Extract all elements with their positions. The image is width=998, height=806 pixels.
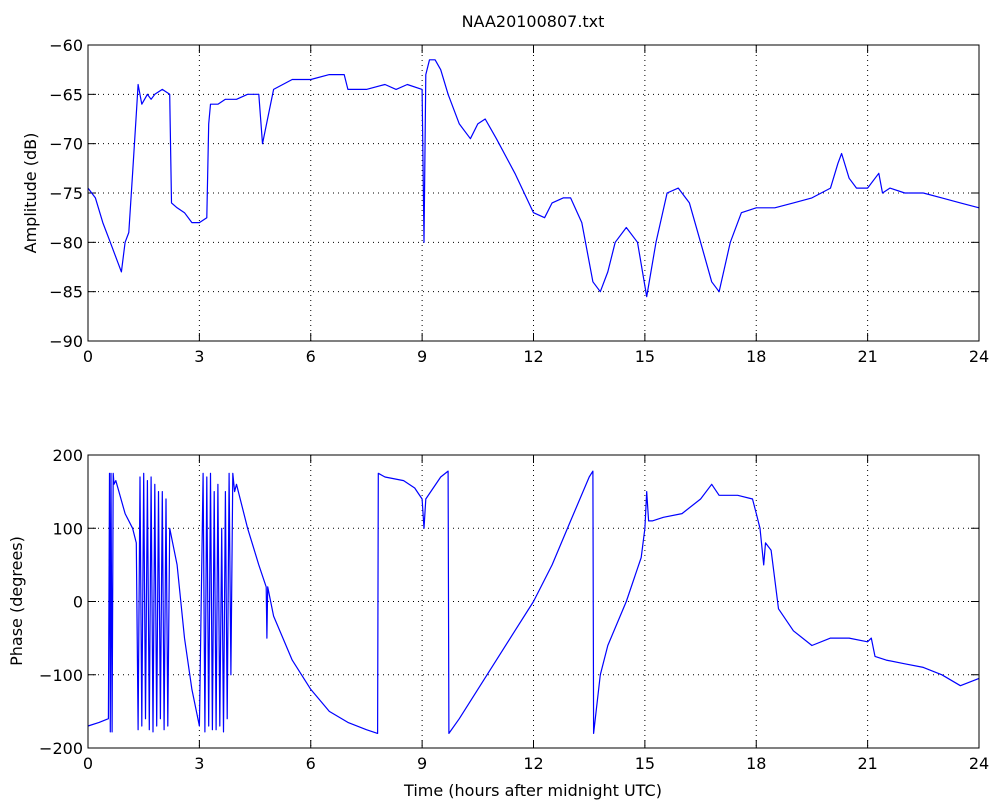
amplitude-xtick-label: 24 — [969, 347, 989, 366]
phase-ylabel: Phase (degrees) — [7, 536, 26, 666]
amplitude-ytick-label: −75 — [49, 184, 83, 203]
amplitude-grid — [88, 45, 979, 341]
phase-ytick-label: 100 — [52, 519, 83, 538]
amplitude-xtick-label: 3 — [194, 347, 204, 366]
phase-xtick-label: 3 — [194, 754, 204, 773]
amplitude-ytick-label: −80 — [49, 233, 83, 252]
amplitude-xtick-label: 21 — [857, 347, 877, 366]
phase-xtick-label: 18 — [746, 754, 766, 773]
phase-xlabel: Time (hours after midnight UTC) — [403, 781, 662, 800]
amplitude-ytick-labels: −90 −85 −80 −75 −70 −65 −60 — [49, 36, 83, 351]
phase-xtick-label: 15 — [635, 754, 655, 773]
phase-ytick-label: 0 — [73, 593, 83, 612]
amplitude-xtick-label: 9 — [417, 347, 427, 366]
phase-ytick-label: 200 — [52, 446, 83, 465]
amplitude-ytick-label: −60 — [49, 36, 83, 55]
amplitude-xtick-label: 15 — [635, 347, 655, 366]
amplitude-ytick-label: −90 — [49, 332, 83, 351]
phase-ytick-labels: −200 −100 0 100 200 — [39, 446, 83, 758]
phase-line — [87, 470, 980, 734]
phase-xtick-label: 12 — [523, 754, 543, 773]
phase-xtick-label: 6 — [306, 754, 316, 773]
amplitude-xtick-label: 0 — [83, 347, 93, 366]
phase-xtick-label: 24 — [969, 754, 989, 773]
amplitude-xtick-label: 12 — [523, 347, 543, 366]
amplitude-ytick-label: −65 — [49, 85, 83, 104]
amplitude-ytick-label: −85 — [49, 283, 83, 302]
phase-xtick-label: 21 — [857, 754, 877, 773]
phase-ytick-label: −200 — [39, 739, 83, 758]
phase-xtick-label: 9 — [417, 754, 427, 773]
amplitude-axes-box — [87, 44, 980, 342]
amplitude-line — [87, 59, 980, 298]
amplitude-subplot: NAA20100807.txt 0 3 6 9 12 15 18 21 24 −90 −85 −80… — [21, 12, 989, 366]
amplitude-ylabel: Amplitude (dB) — [21, 133, 40, 254]
chart-title: NAA20100807.txt — [462, 12, 605, 31]
phase-xtick-label: 0 — [83, 754, 93, 773]
phase-ytick-label: −100 — [39, 666, 83, 685]
amplitude-xtick-label: 6 — [306, 347, 316, 366]
amplitude-xtick-labels: 0 3 6 9 12 15 18 21 24 — [83, 347, 989, 366]
phase-xtick-labels: 0 3 6 9 12 15 18 21 24 — [83, 754, 989, 773]
amplitude-ytick-label: −70 — [49, 135, 83, 154]
phase-subplot: 0 3 6 9 12 15 18 21 24 −200 −100 0 100 200 Time (hou… — [7, 446, 989, 800]
phase-axes-box — [87, 454, 980, 749]
amplitude-xtick-label: 18 — [746, 347, 766, 366]
